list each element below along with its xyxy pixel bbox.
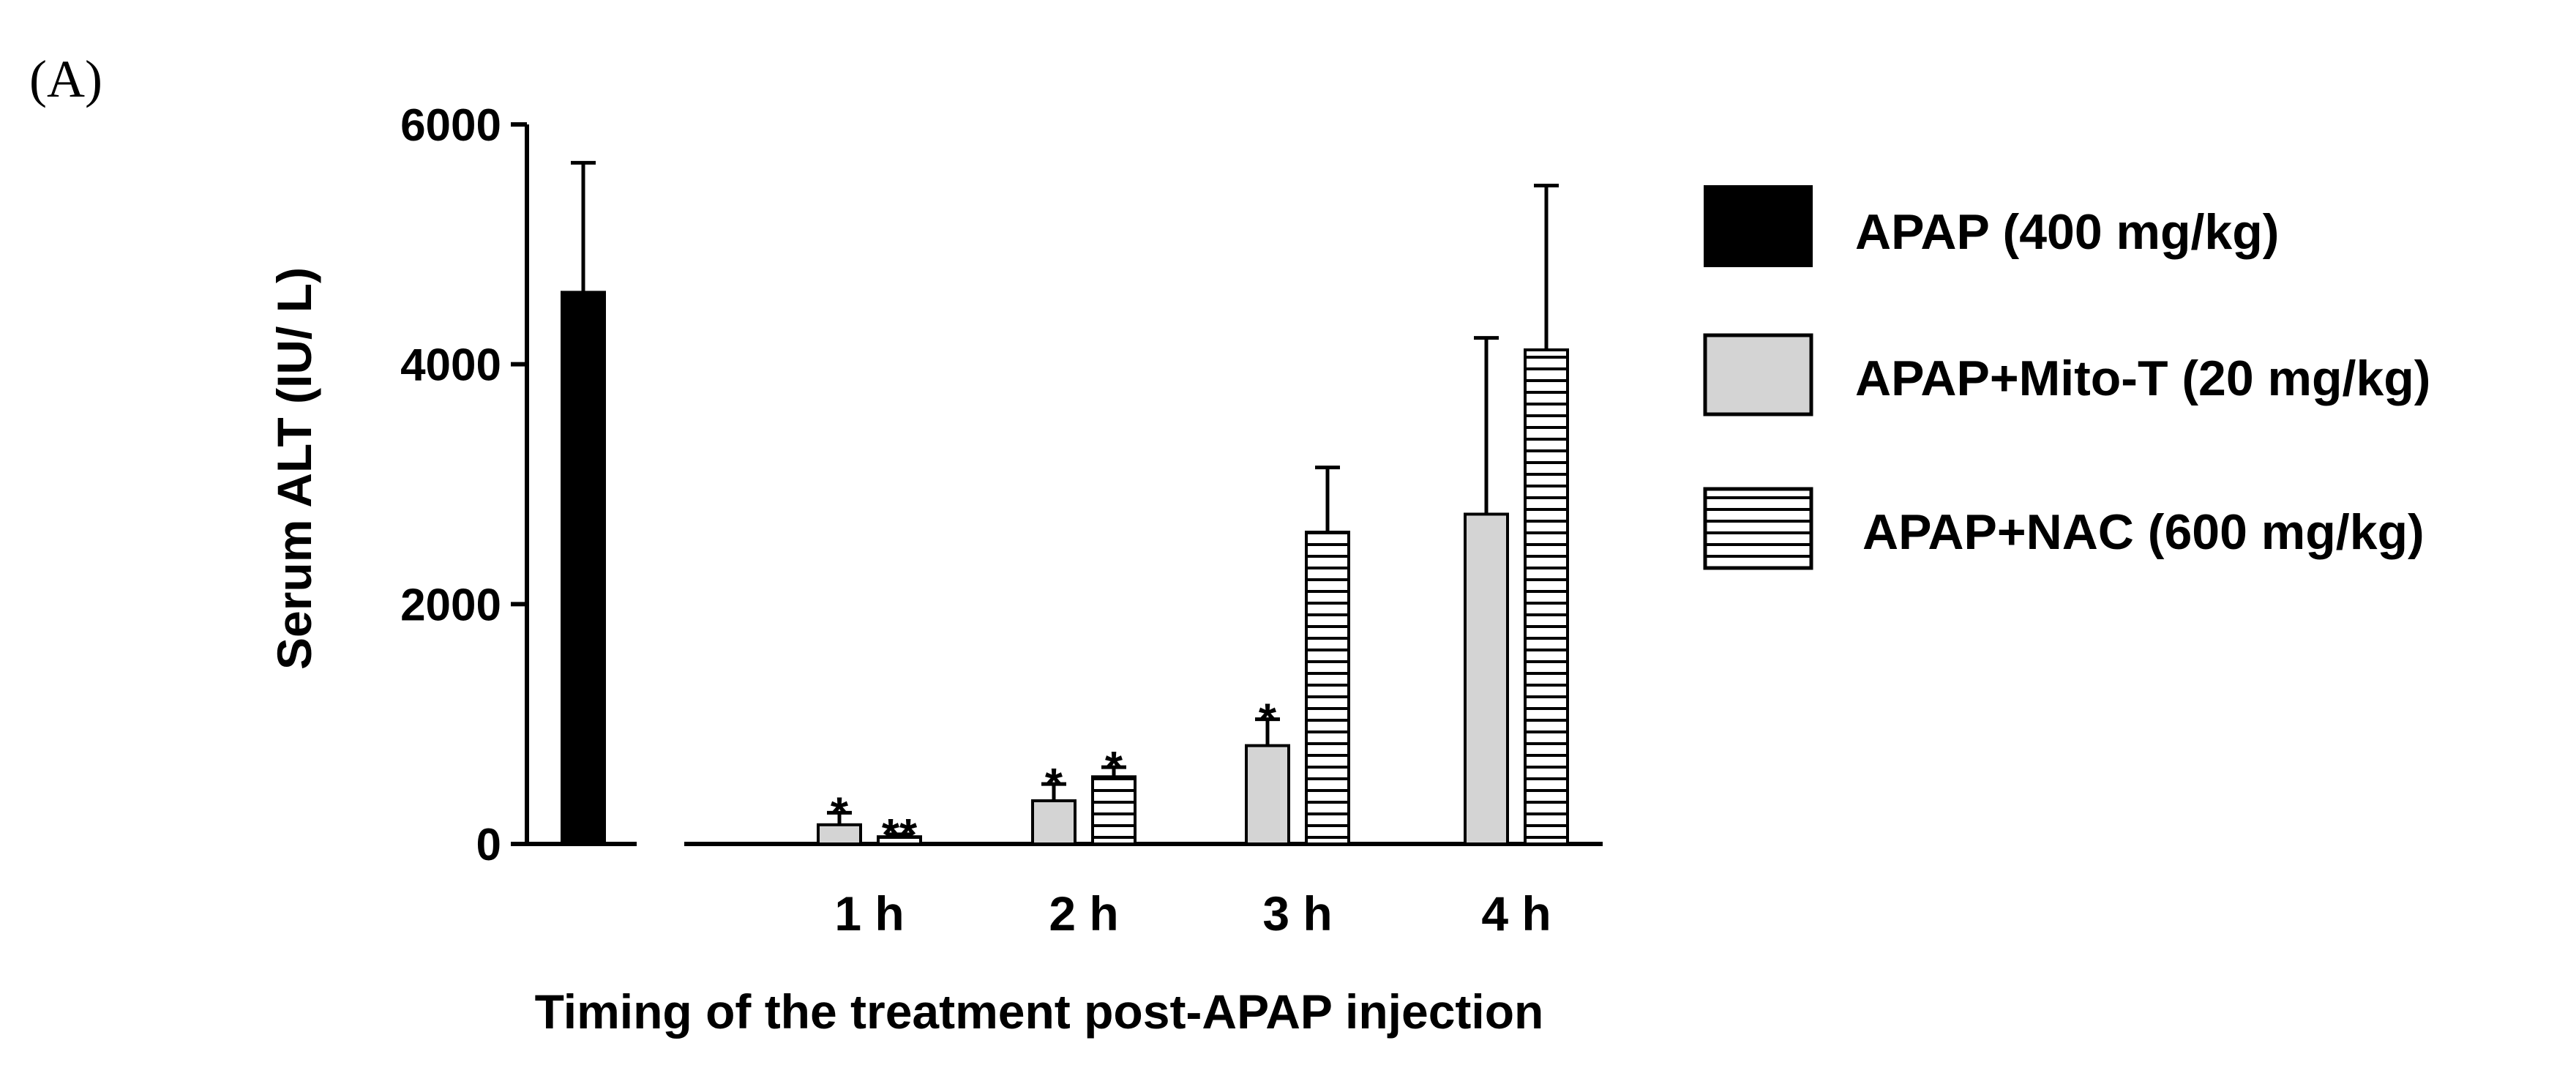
x-tick-label: 2 h — [1049, 886, 1118, 941]
bar-nac-2h — [1091, 775, 1137, 845]
significance-marker: * — [1105, 743, 1123, 793]
legend-label-nac: APAP+NAC (600 mg/kg) — [1862, 504, 2425, 560]
x-tick-label: 3 h — [1262, 886, 1332, 941]
legend-swatch-nac — [1703, 487, 1813, 570]
legend-swatch-apap — [1704, 185, 1813, 267]
bar-mito-t-4h — [1464, 512, 1509, 845]
significance-marker: * — [1259, 695, 1277, 746]
bar-control-apap — [561, 291, 606, 846]
significance-marker: * — [831, 788, 849, 839]
bar-mito-t-3h — [1245, 744, 1290, 846]
x-tick-label: 4 h — [1481, 886, 1551, 941]
significance-marker: ** — [882, 810, 918, 861]
legend-label-apap: APAP (400 mg/kg) — [1855, 204, 2279, 260]
legend-swatch-mito-t — [1703, 333, 1813, 416]
bar-nac-4h — [1524, 348, 1569, 845]
bar-nac-3h — [1305, 531, 1350, 845]
significance-marker: * — [1045, 760, 1063, 810]
y-tick-label: 0 — [476, 820, 501, 870]
panel-label: (A) — [29, 50, 102, 108]
y-tick-label: 6000 — [400, 100, 501, 151]
x-tick-label: 1 h — [834, 886, 904, 941]
y-axis-title: Serum ALT (IU/ L) — [267, 267, 321, 670]
y-tick-label: 4000 — [400, 340, 501, 391]
y-tick-label: 2000 — [400, 580, 501, 630]
legend: APAP (400 mg/kg) APAP+Mito-T (20 mg/kg) … — [1703, 185, 2430, 570]
legend-label-mito-t: APAP+Mito-T (20 mg/kg) — [1855, 351, 2430, 406]
x-axis-title: Timing of the treatment post-APAP inject… — [535, 984, 1544, 1039]
